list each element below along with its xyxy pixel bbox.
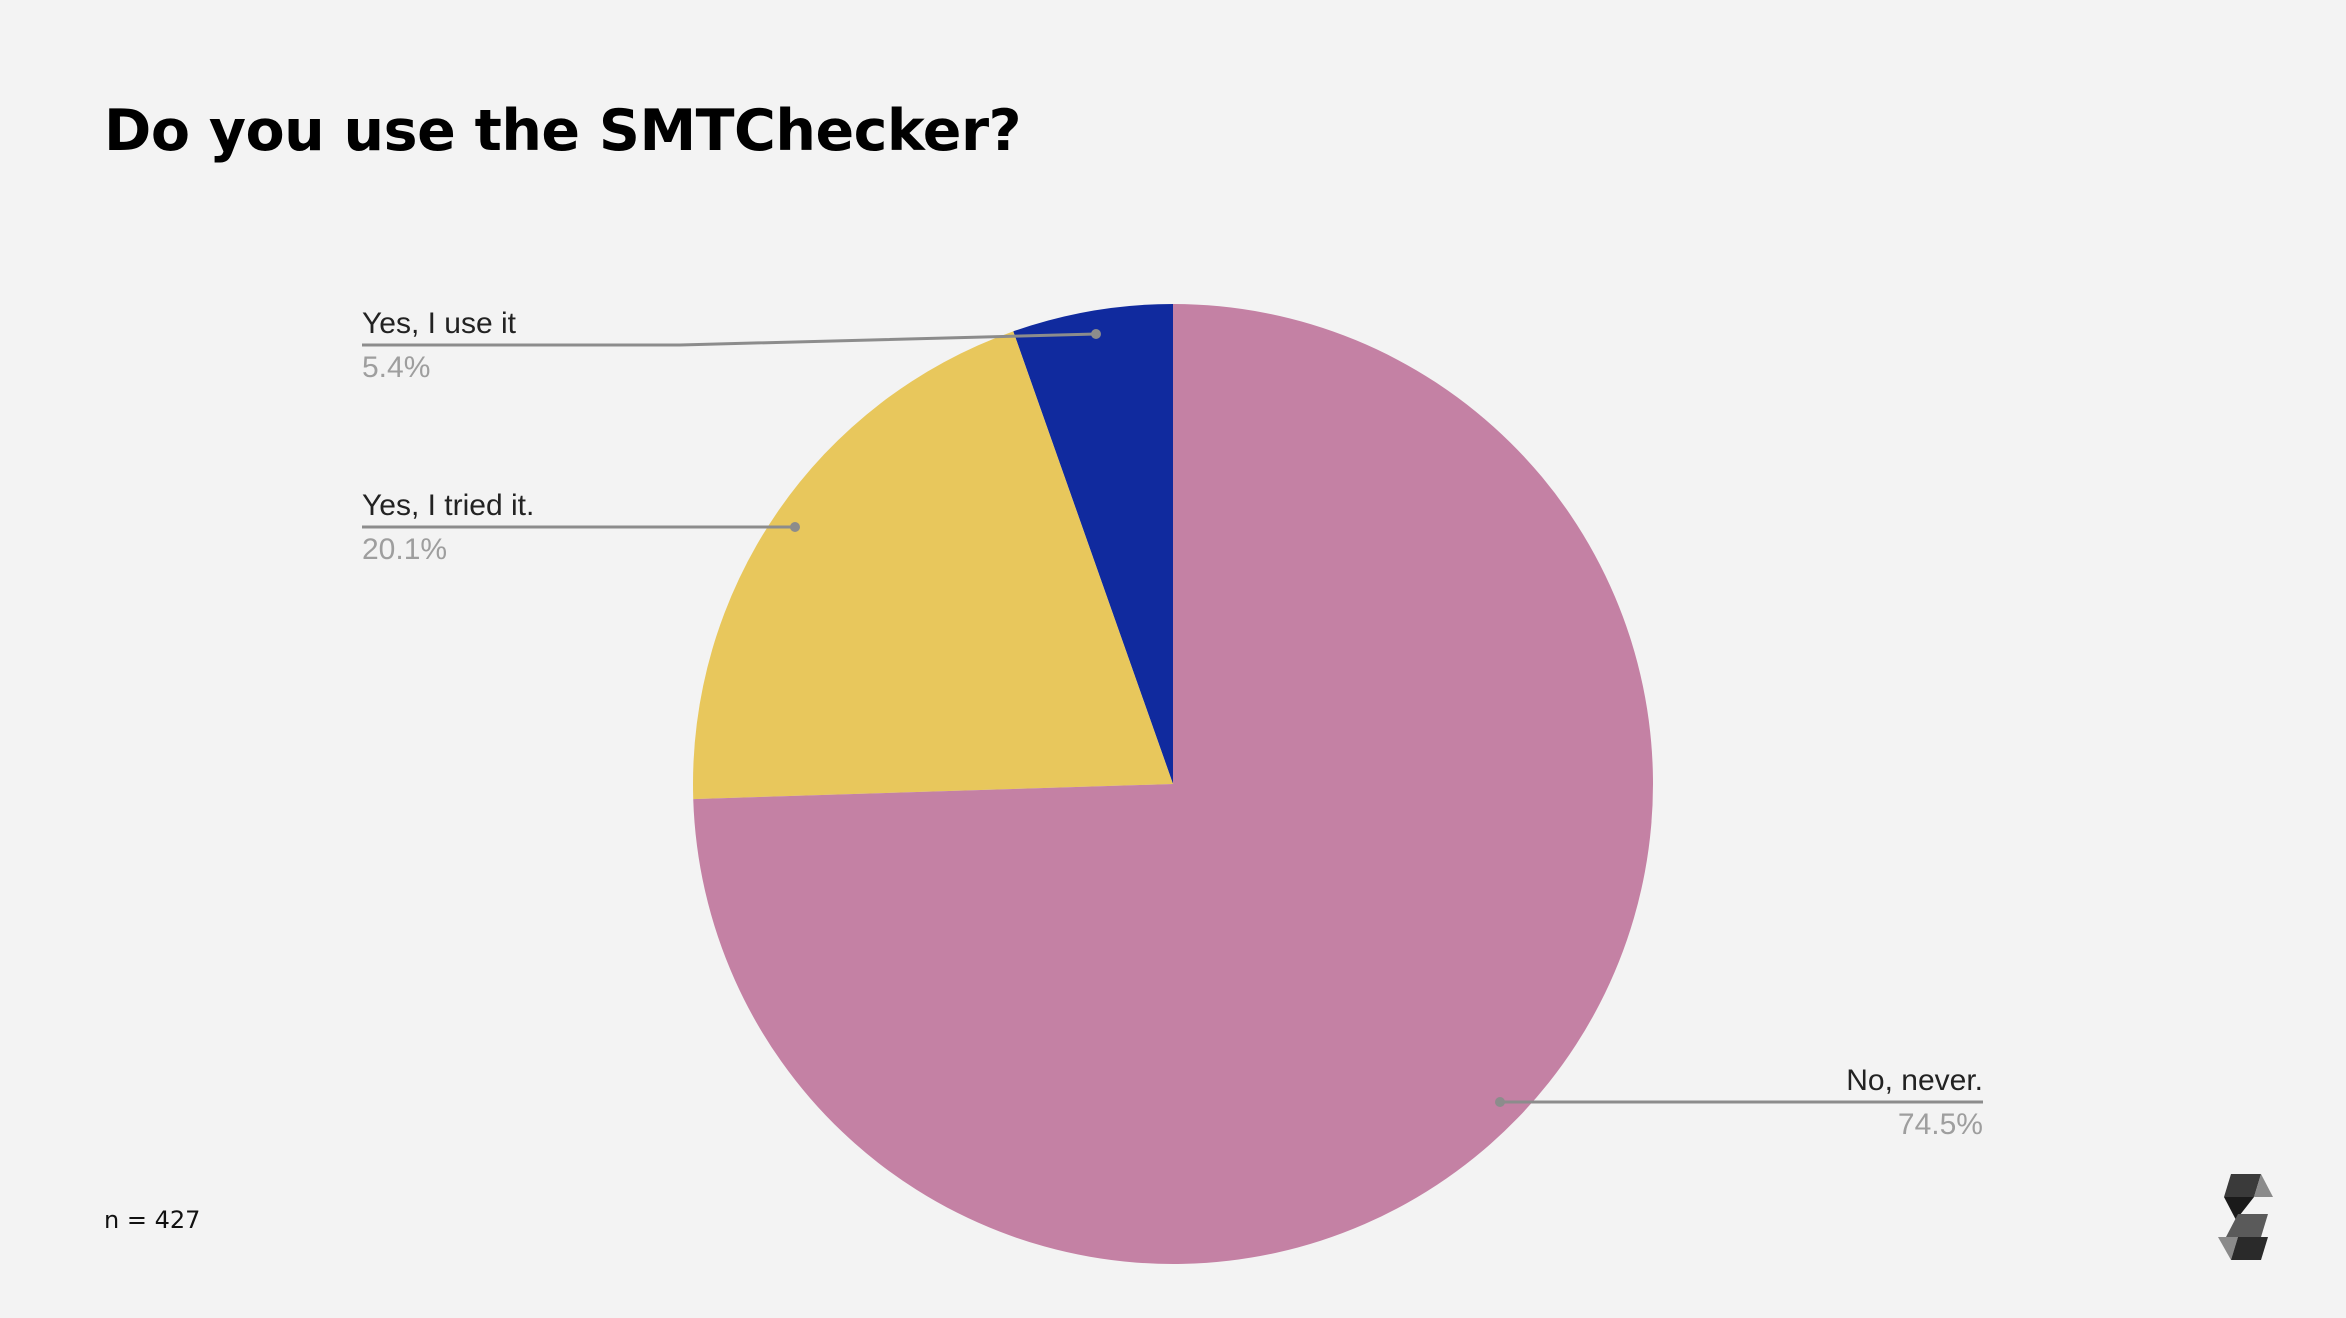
slice-label-name: Yes, I tried it. (362, 489, 534, 522)
slice-label: Yes, I tried it. 20.1% (362, 489, 800, 566)
slice-label-percent: 20.1% (362, 533, 447, 566)
chart-title: Do you use the SMTChecker? (104, 98, 1022, 164)
solidity-logo-icon (2218, 1174, 2273, 1260)
leader-line (362, 332, 1097, 347)
pie-slice (693, 304, 1654, 1264)
slice-label: Yes, I use it 5.4% (362, 307, 1101, 384)
leader-dot (1495, 1097, 1505, 1107)
pie-slice (693, 331, 1173, 800)
slice-label-percent: 5.4% (362, 351, 430, 384)
slice-label-percent: 74.5% (1898, 1108, 1983, 1141)
leader-dot (790, 522, 800, 532)
slice-label-name: No, never. (1846, 1064, 1983, 1097)
slice-label: No, never. 74.5% (1495, 1064, 1983, 1141)
sample-size-note: n = 427 (104, 1206, 201, 1234)
leader-dot (1091, 329, 1101, 339)
slice-label-name: Yes, I use it (362, 307, 517, 340)
pie-slice (1013, 304, 1173, 784)
